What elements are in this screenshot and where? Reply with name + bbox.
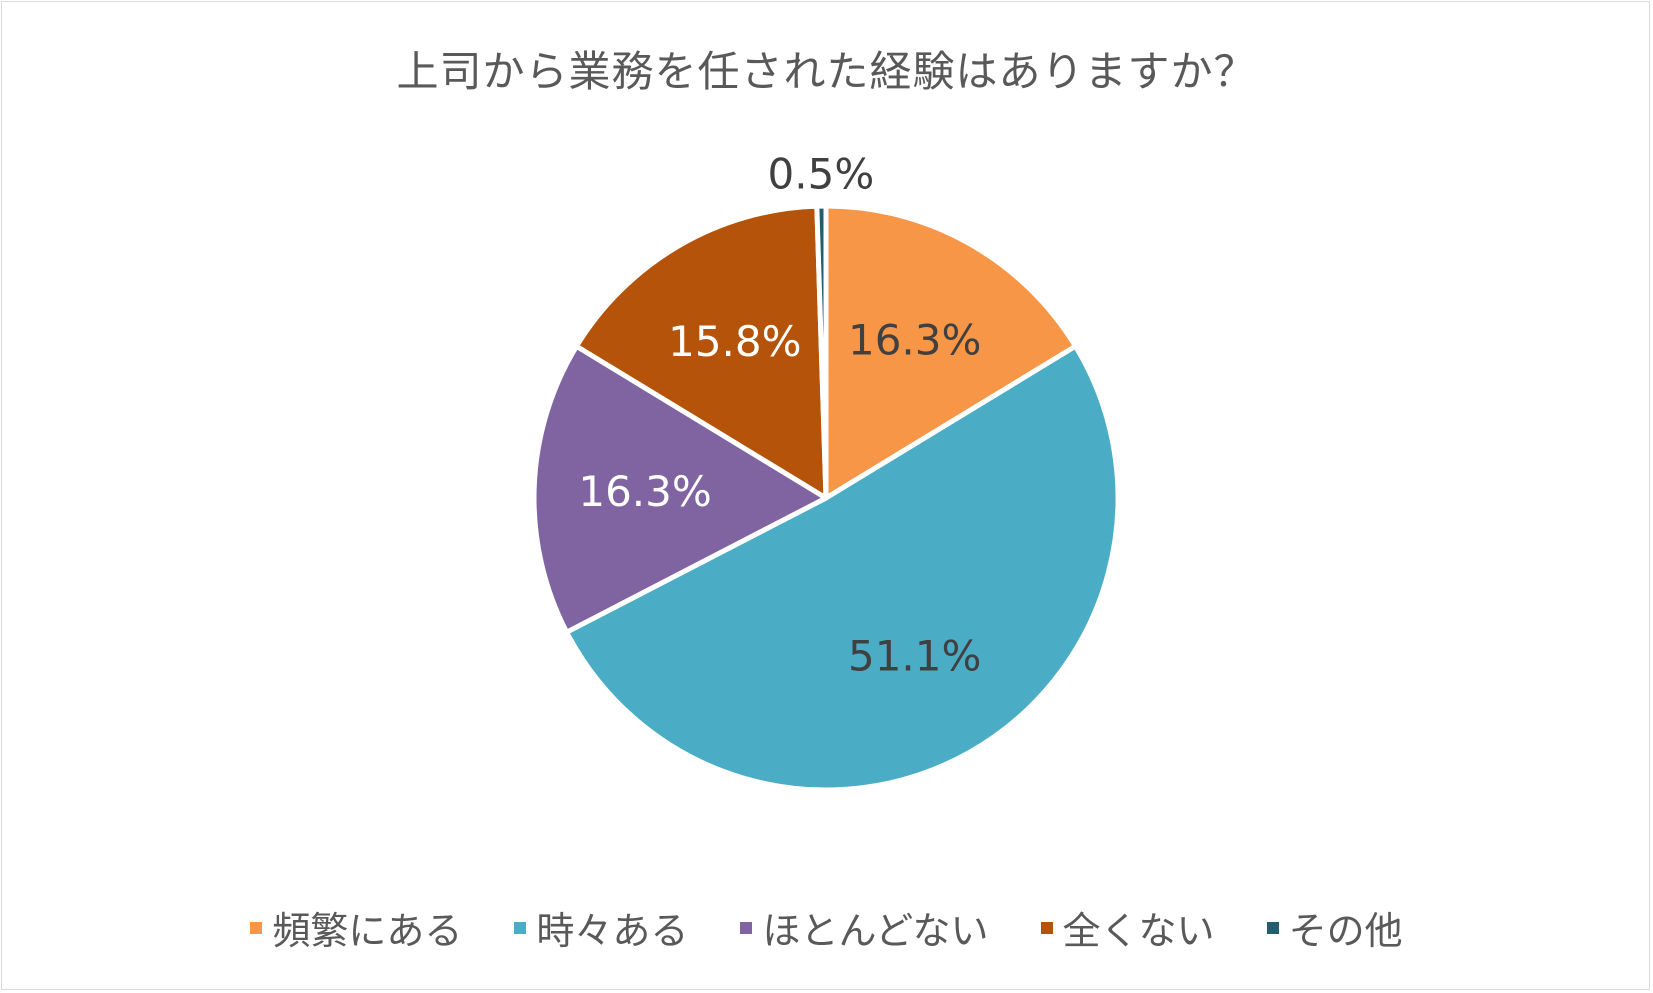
legend-item: その他	[1266, 900, 1403, 955]
legend-item: 頻繁にある	[250, 900, 462, 955]
legend-label: 時々ある	[536, 909, 689, 953]
legend-swatch	[740, 921, 753, 934]
pie-slice	[574, 203, 829, 501]
legend-item: ほとんどない	[740, 900, 989, 955]
slice-data-label: 51.1%	[848, 631, 981, 680]
legend-swatch	[1266, 921, 1279, 934]
legend-swatch	[1040, 921, 1053, 934]
legend-item: 全くない	[1040, 900, 1215, 955]
legend-swatch	[250, 921, 263, 934]
chart-title: 上司から業務を任された経験はありますか？	[396, 47, 1257, 96]
pie-slice	[814, 203, 829, 501]
legend-label: その他	[1288, 909, 1403, 953]
legend-label: 頻繁にある	[272, 909, 463, 953]
pie-slices	[531, 203, 1121, 793]
legend-item: 時々ある	[514, 900, 688, 955]
legend-swatch	[514, 921, 527, 934]
slice-data-label: 16.3%	[848, 316, 981, 365]
pie-slice	[823, 203, 1078, 501]
legend: 頻繁にある 時々ある ほとんどない 全くない その他	[0, 900, 1653, 955]
slice-data-label: 16.3%	[578, 467, 711, 516]
slice-data-label: 0.5%	[768, 149, 875, 198]
legend-label: ほとんどない	[762, 909, 989, 953]
pie-slice	[564, 343, 1121, 793]
slice-data-label: 15.8%	[668, 317, 801, 366]
pie-slice	[531, 343, 829, 635]
legend-label: 全くない	[1062, 909, 1215, 953]
pie-labels: 16.3% 51.1% 16.3% 15.8% 0.5%	[578, 149, 981, 680]
